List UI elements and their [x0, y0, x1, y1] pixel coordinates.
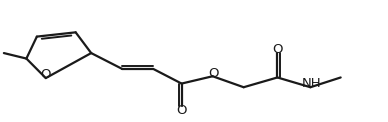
- Text: O: O: [176, 104, 187, 117]
- Text: O: O: [272, 43, 283, 56]
- Text: NH: NH: [302, 77, 321, 90]
- Text: O: O: [40, 68, 51, 81]
- Text: O: O: [208, 67, 219, 80]
